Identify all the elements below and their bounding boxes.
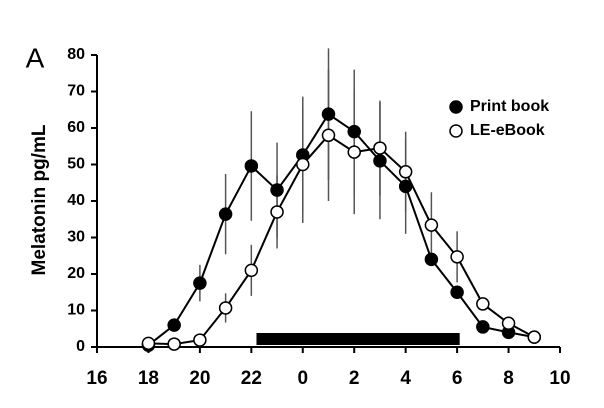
y-tick-label: 60 [67, 119, 85, 136]
data-point [167, 318, 181, 332]
data-point [501, 316, 516, 331]
series-line [148, 133, 535, 346]
data-point [347, 124, 361, 139]
legend-label: Print book [470, 98, 549, 115]
data-point [193, 276, 207, 290]
data-point [218, 207, 233, 221]
data-point [141, 336, 156, 351]
legend-label: LE-eBook [470, 122, 545, 139]
panel-label: A [26, 42, 45, 73]
data-point [373, 154, 387, 168]
data-point [398, 165, 413, 179]
data-point [270, 183, 284, 197]
dark-period-bar [256, 333, 460, 345]
x-tick-label: 0 [297, 368, 308, 389]
x-tick-label: 16 [86, 368, 107, 389]
x-tick-label: 22 [241, 368, 262, 389]
y-axis-title: Melatonin pg/mL [29, 124, 50, 275]
legend-marker [449, 100, 463, 114]
y-tick-label: 70 [67, 83, 85, 100]
data-point [244, 159, 259, 173]
y-tick-label: 40 [67, 192, 85, 209]
data-point [270, 205, 284, 219]
data-point [424, 218, 439, 232]
data-point [321, 128, 336, 143]
x-tick-label: 10 [549, 368, 570, 389]
x-tick-label: 8 [503, 368, 514, 389]
x-tick-label: 20 [189, 368, 210, 389]
data-point [373, 141, 387, 155]
y-tick-label: 50 [67, 156, 85, 173]
y-tick-label: 10 [67, 302, 85, 319]
series-line [147, 112, 535, 346]
data-point [424, 252, 439, 267]
x-tick-label: 18 [138, 368, 159, 389]
data-point [527, 330, 542, 344]
data-point [193, 333, 207, 347]
y-tick-label: 30 [67, 229, 85, 246]
data-point [450, 285, 464, 299]
data-point [347, 145, 361, 159]
data-point [321, 107, 336, 121]
data-point [476, 320, 490, 334]
x-tick-label: 4 [400, 368, 411, 389]
y-tick-label: 0 [76, 338, 85, 355]
x-tick-label: 6 [452, 368, 463, 389]
data-point [167, 337, 181, 351]
data-point [244, 263, 259, 278]
x-tick-label: 2 [349, 368, 360, 389]
data-point [398, 179, 413, 194]
data-point [476, 297, 490, 311]
data-point [296, 157, 310, 172]
data-point [218, 301, 233, 315]
legend-marker [449, 124, 463, 138]
y-tick-label: 20 [67, 265, 85, 282]
y-tick-label: 80 [67, 46, 85, 63]
data-point [450, 250, 464, 264]
